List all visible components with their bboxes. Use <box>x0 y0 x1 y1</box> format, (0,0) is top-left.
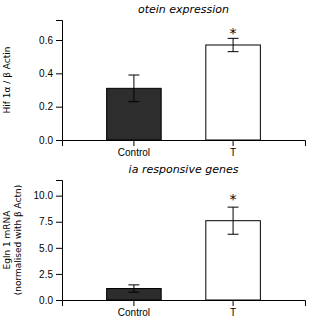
x-tick: T <box>230 300 236 318</box>
x-tick-label: T <box>230 147 236 158</box>
y-tick-label: 5.0 <box>39 243 53 254</box>
x-axis: Control T <box>63 140 306 158</box>
error-bar-line <box>128 285 139 292</box>
x-tick-label: T <box>230 307 236 318</box>
y-tick: 0.6 <box>39 35 62 46</box>
y-tick-mark <box>56 300 62 301</box>
y-tick: 7.5 <box>39 216 62 227</box>
y-tick-label: 0.2 <box>39 101 53 112</box>
y-axis-line <box>56 21 63 141</box>
chart-title: otein expression <box>138 3 229 16</box>
x-tick-mark <box>133 300 134 306</box>
y-axis-label-line: Egln 1 mRNA <box>2 210 12 270</box>
y-tick-mark <box>56 274 62 275</box>
chart-panel: 0.0 0.2 0.4 0.6 Control T *otein expression Hif… <box>2 3 306 158</box>
x-tick: T <box>230 140 236 158</box>
y-axis: 0.0 2.5 5.0 7.5 10.0 <box>34 181 63 306</box>
y-tick-mark <box>56 140 62 141</box>
y-tick: 0.2 <box>39 101 62 112</box>
y-tick-label: 2.5 <box>39 269 53 280</box>
x-tick: Control <box>118 300 150 318</box>
y-tick: 0.4 <box>39 68 62 79</box>
y-axis-label: Hif 1α / β Actin <box>2 47 12 114</box>
annotation: * <box>230 191 237 207</box>
chart-title: ia responsive genes <box>129 163 239 176</box>
y-tick-mark <box>56 73 62 74</box>
figure: 0.00.20.40.6ControlT*otein expressionHif… <box>0 0 320 320</box>
error-bar-line <box>128 75 139 102</box>
y-axis-line <box>56 181 63 301</box>
y-tick-label: 0.4 <box>39 68 53 79</box>
y-tick-label: 0.6 <box>39 35 53 46</box>
x-tick-label: Control <box>118 147 150 158</box>
x-axis: Control T <box>63 300 306 318</box>
y-tick-mark <box>56 248 62 249</box>
plot-area <box>107 207 261 300</box>
y-axis: 0.0 0.2 0.4 0.6 <box>39 21 62 146</box>
y-axis-label-line: (normalised with β Actn) <box>13 185 23 296</box>
plot-area <box>107 38 261 140</box>
x-axis-line <box>63 301 306 307</box>
y-tick-mark <box>56 222 62 223</box>
bar <box>206 45 261 140</box>
y-tick-label: 7.5 <box>39 216 53 227</box>
y-tick: 2.5 <box>39 269 62 280</box>
x-tick-mark <box>233 140 234 146</box>
error-bar-line <box>228 207 239 234</box>
x-tick-label: Control <box>118 307 150 318</box>
y-tick: 0.0 <box>39 295 62 306</box>
y-tick-label: 10.0 <box>34 190 54 201</box>
y-tick-label: 0.0 <box>39 135 53 146</box>
x-tick-mark <box>233 300 234 306</box>
annotation: * <box>230 25 237 41</box>
y-tick: 5.0 <box>39 243 62 254</box>
x-tick-mark <box>133 140 134 146</box>
y-tick: 0.0 <box>39 135 62 146</box>
y-tick-mark <box>56 107 62 108</box>
x-axis-line <box>63 141 306 147</box>
error-bar <box>228 207 239 234</box>
y-tick: 10.0 <box>34 190 62 201</box>
y-axis-label-line: Hif 1α / β Actin <box>2 47 12 114</box>
error-bar <box>128 75 139 102</box>
y-axis-label: Egln 1 mRNA(normalised with β Actn) <box>2 185 23 296</box>
chart-panel: 0.0 2.5 5.0 7.5 10.0 Control T * ia responsive g… <box>2 163 306 318</box>
y-tick-label: 0.0 <box>39 295 53 306</box>
x-tick: Control <box>118 140 150 158</box>
y-tick-mark <box>56 196 62 197</box>
error-bar <box>128 285 139 292</box>
y-tick-mark <box>56 40 62 41</box>
